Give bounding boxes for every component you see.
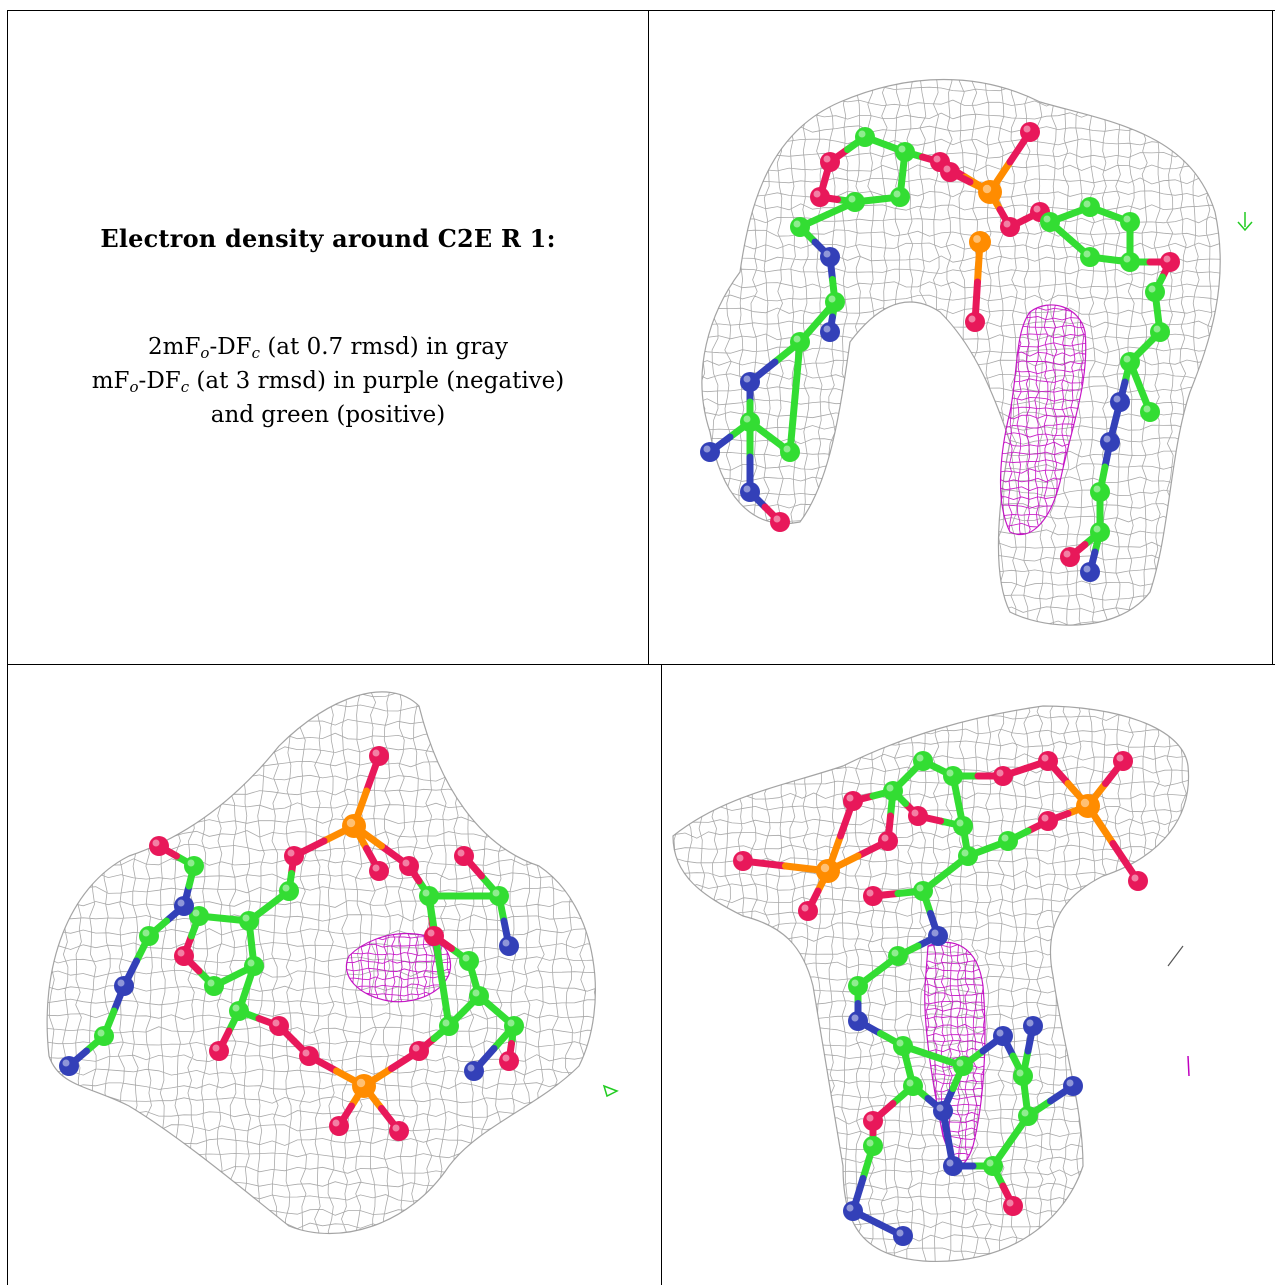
table-divider-horizontal [7, 664, 1275, 665]
density-view-bottom-left [9, 666, 660, 1284]
density-image-3 [672, 705, 1190, 1263]
caption-legend: 2mFo-DFc (at 0.7 rmsd) in gray mFo-DFc (… [8, 330, 648, 432]
legend-line-green: and green (positive) [210, 402, 446, 428]
positive-density-fragment [602, 1084, 619, 1098]
legend-line-gray: 2mFo-DFc (at 0.7 rmsd) in gray [148, 334, 508, 362]
table-border-top [7, 10, 1275, 11]
negative-density-fragment [1187, 1055, 1190, 1077]
positive-density-fragment [1237, 212, 1253, 232]
caption-title: Electron density around C2E R 1: [100, 224, 556, 253]
table-divider-vertical-top [648, 10, 649, 665]
table-border-left [7, 10, 8, 1285]
density-view-top-right [650, 12, 1272, 663]
ligand-model [733, 751, 1148, 1246]
caption-cell: Electron density around C2E R 1: 2mFo-DF… [8, 12, 648, 662]
table-border-right [1272, 10, 1273, 665]
purple-density-mesh [924, 942, 985, 1165]
density-view-bottom-right [663, 666, 1273, 1284]
ligand-model [59, 746, 524, 1141]
density-fragment [1167, 945, 1184, 967]
ligand-model [700, 122, 1180, 582]
density-image-2 [46, 691, 619, 1235]
gray-density-mesh [673, 706, 1189, 1262]
legend-line-purple: mFo-DFc (at 3 rmsd) in purple (negative) [91, 368, 565, 396]
gray-density-mesh [47, 691, 596, 1234]
density-image-1 [700, 79, 1253, 626]
table-divider-vertical-bottom [661, 664, 662, 1285]
purple-density-mesh [346, 933, 451, 1002]
purple-density-mesh [1000, 304, 1086, 535]
